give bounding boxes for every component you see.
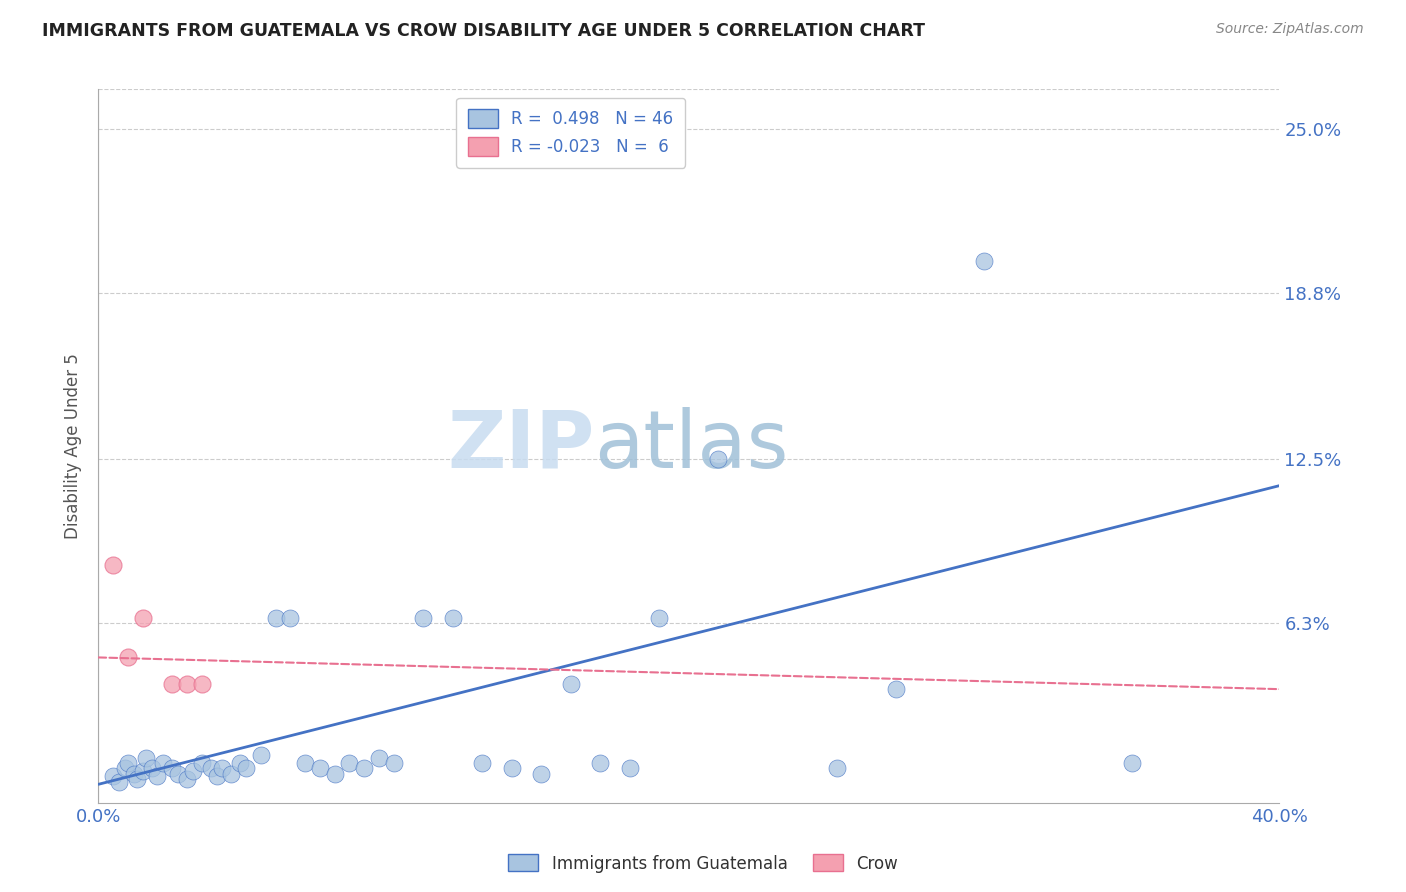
Point (162, 761, 183, 775)
Point (125, 772, 148, 786)
Point (648, 611, 671, 625)
Legend: R =  0.498   N = 46, R = -0.023   N =  6: R = 0.498 N = 46, R = -0.023 N = 6 (457, 97, 685, 168)
Point (707, 452, 730, 467)
Point (135, 751, 157, 765)
Legend: Immigrants from Guatemala, Crow: Immigrants from Guatemala, Crow (502, 847, 904, 880)
Point (117, 650, 139, 665)
Point (382, 756, 405, 771)
Point (441, 611, 464, 625)
Point (132, 764, 155, 778)
Point (181, 764, 204, 778)
Point (589, 756, 612, 771)
Point (114, 761, 136, 775)
Text: atlas: atlas (595, 407, 789, 485)
Point (176, 772, 198, 786)
Text: ZIP: ZIP (447, 407, 595, 485)
Point (108, 774, 131, 789)
Point (191, 677, 214, 691)
Point (825, 761, 848, 775)
Point (368, 751, 391, 765)
Point (167, 766, 190, 780)
Point (471, 756, 494, 771)
Point (278, 611, 302, 625)
Point (103, 558, 125, 572)
Point (132, 611, 155, 625)
Point (412, 611, 434, 625)
Point (323, 766, 346, 780)
Point (162, 677, 183, 691)
Point (152, 756, 174, 771)
Point (146, 769, 169, 783)
Point (619, 761, 641, 775)
Point (211, 761, 233, 775)
Point (229, 756, 252, 771)
Point (205, 769, 228, 783)
Point (884, 682, 907, 697)
Text: IMMIGRANTS FROM GUATEMALA VS CROW DISABILITY AGE UNDER 5 CORRELATION CHART: IMMIGRANTS FROM GUATEMALA VS CROW DISABI… (42, 22, 925, 40)
Point (530, 766, 553, 780)
Y-axis label: Disability Age Under 5: Disability Age Under 5 (65, 353, 83, 539)
Point (141, 761, 163, 775)
Point (339, 756, 360, 771)
Point (117, 756, 139, 771)
Point (250, 748, 273, 763)
Point (200, 761, 222, 775)
Point (501, 761, 523, 775)
Point (560, 677, 582, 691)
Point (973, 254, 995, 268)
Point (294, 756, 316, 771)
Point (353, 761, 375, 775)
Point (219, 766, 242, 780)
Point (122, 766, 145, 780)
Point (103, 769, 125, 783)
Point (309, 761, 332, 775)
Point (1121, 756, 1143, 771)
Point (235, 761, 257, 775)
Point (191, 756, 214, 771)
Text: Source: ZipAtlas.com: Source: ZipAtlas.com (1216, 22, 1364, 37)
Point (264, 611, 287, 625)
Point (176, 677, 198, 691)
